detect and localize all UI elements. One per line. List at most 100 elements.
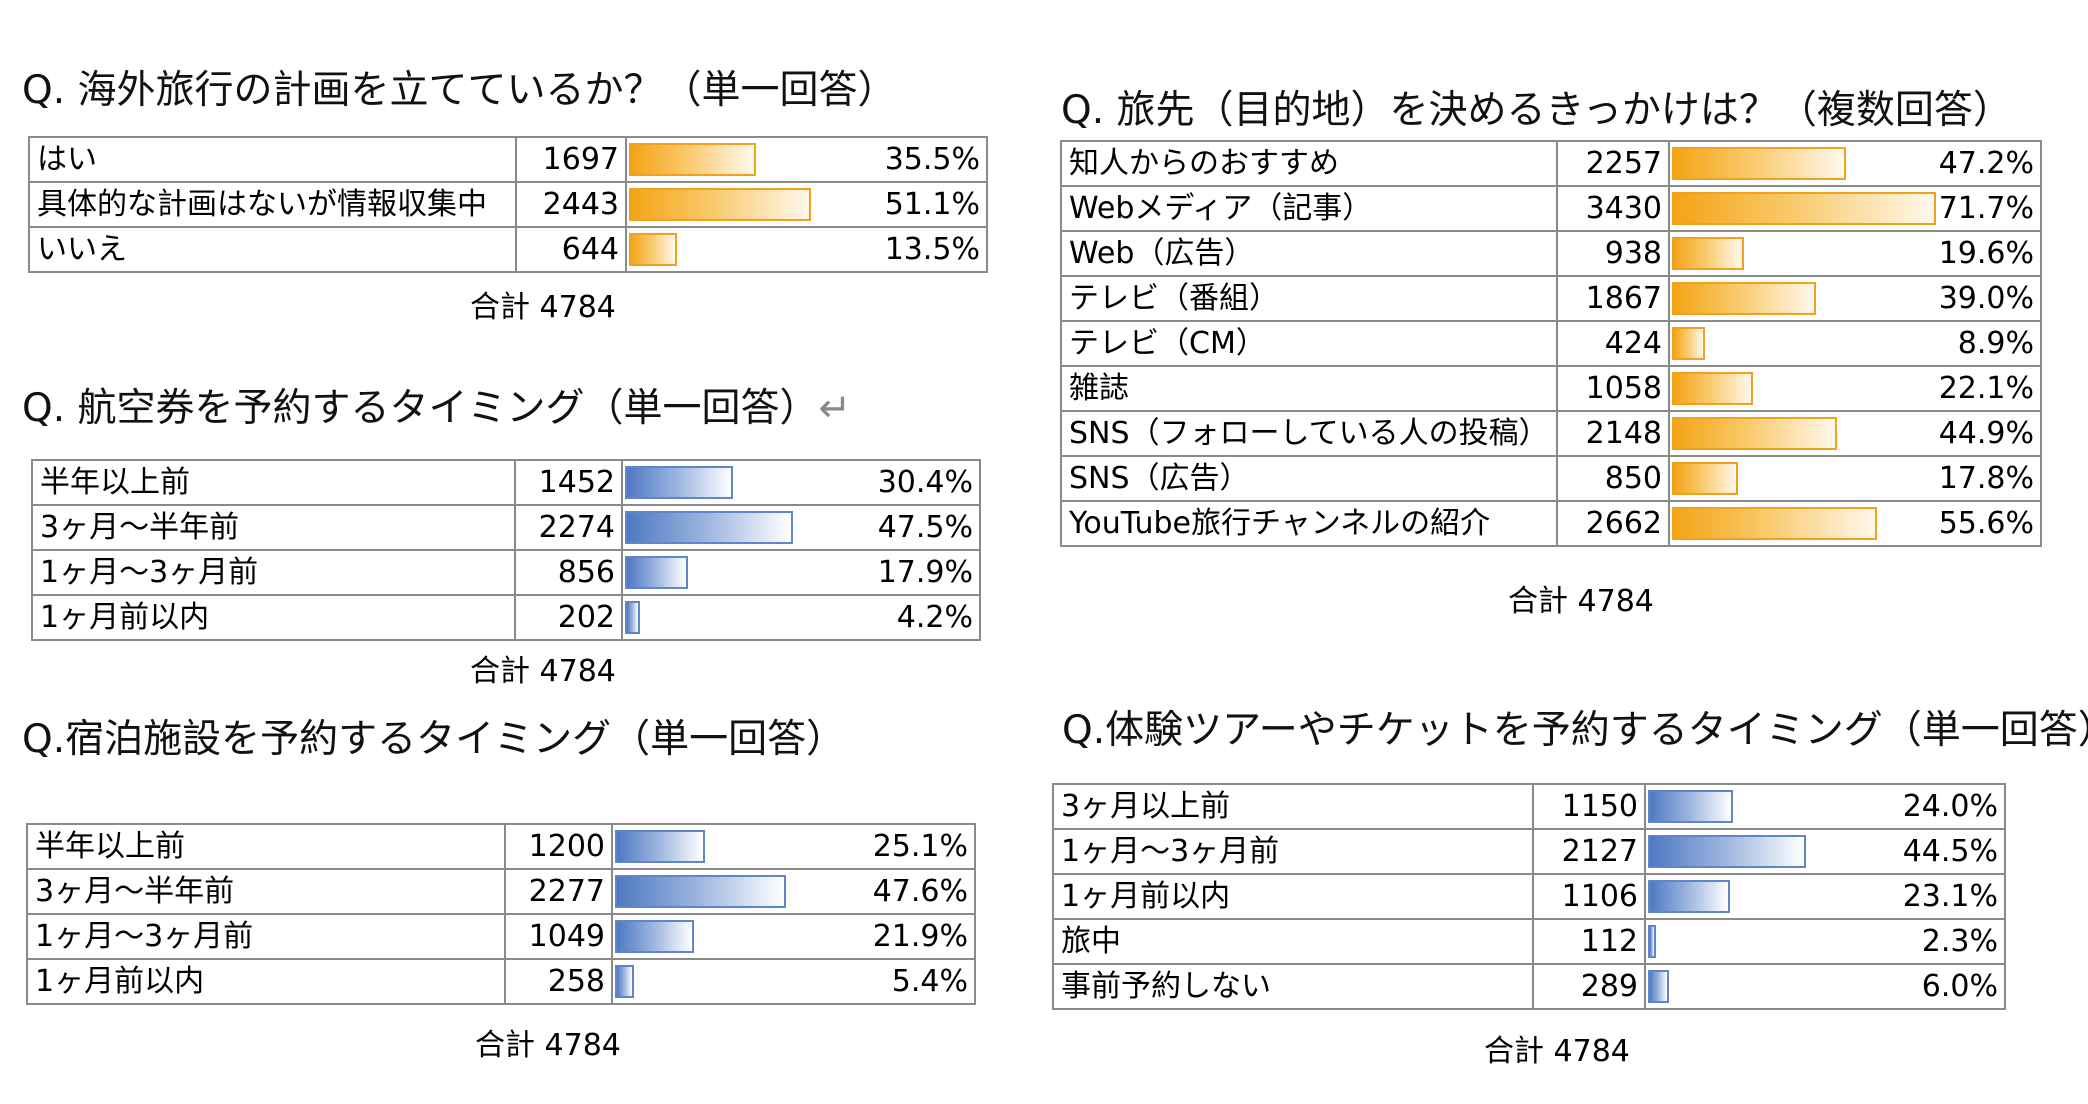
bar xyxy=(615,875,786,908)
total-label: 合計 4784 xyxy=(470,290,616,325)
bar-percent-label: 44.5% xyxy=(1902,834,1998,869)
bar xyxy=(629,143,756,176)
row-label: はい xyxy=(28,136,517,183)
row-count: 2257 xyxy=(1556,140,1670,187)
row-label: 1ヶ月～3ヶ月前 xyxy=(1052,828,1534,875)
table-row: 事前予約しない 289 6.0% xyxy=(1052,963,2006,1010)
total-label: 合計 4784 xyxy=(1508,584,1654,619)
bar xyxy=(615,920,694,953)
bar-cell: 30.4% xyxy=(621,459,981,506)
chart-title: Q. 旅先（目的地）を決めるきっかけは？（複数回答） xyxy=(1061,88,2012,133)
bar xyxy=(1672,282,1816,315)
bar-percent-label: 13.5% xyxy=(884,232,980,267)
row-count: 1058 xyxy=(1556,365,1670,412)
table-row: 旅中 112 2.3% xyxy=(1052,918,2006,965)
table-row: テレビ（番組） 1867 39.0% xyxy=(1060,275,2042,322)
bar-cell: 22.1% xyxy=(1668,365,2042,412)
chart-title: Q.宿泊施設を予約するタイミング（単一回答） xyxy=(22,717,846,762)
bar-percent-label: 24.0% xyxy=(1902,789,1998,824)
table-row: 1ヶ月前以内 1106 23.1% xyxy=(1052,873,2006,920)
bar-cell: 24.0% xyxy=(1644,783,2006,830)
bar xyxy=(1648,970,1669,1003)
bar xyxy=(615,830,705,863)
table-row: 半年以上前 1452 30.4% xyxy=(31,459,981,506)
bar-cell: 13.5% xyxy=(625,226,988,273)
bar-cell: 17.9% xyxy=(621,549,981,596)
table-row: 知人からのおすすめ 2257 47.2% xyxy=(1060,140,2042,187)
bar xyxy=(615,965,634,998)
bar-cell: 39.0% xyxy=(1668,275,2042,322)
bar xyxy=(625,511,793,544)
table-row: 3ヶ月～半年前 2277 47.6% xyxy=(26,868,976,915)
total-label: 合計 4784 xyxy=(475,1028,621,1063)
bar-cell: 4.2% xyxy=(621,594,981,641)
bar xyxy=(1672,417,1837,450)
bar-percent-label: 25.1% xyxy=(872,829,968,864)
data-table: 半年以上前 1200 25.1% 3ヶ月～半年前 2277 47.6% 1ヶ月～3ヶ月前 10… xyxy=(26,823,976,1005)
row-count: 2443 xyxy=(515,181,627,228)
bar xyxy=(1648,790,1733,823)
row-label: 3ヶ月以上前 xyxy=(1052,783,1534,830)
bar-cell: 44.5% xyxy=(1644,828,2006,875)
bar xyxy=(1672,237,1744,270)
table-row: 1ヶ月～3ヶ月前 2127 44.5% xyxy=(1052,828,2006,875)
bar xyxy=(625,556,688,589)
row-label: 1ヶ月～3ヶ月前 xyxy=(26,913,506,960)
total-label: 合計 4784 xyxy=(470,654,616,689)
table-row: 3ヶ月～半年前 2274 47.5% xyxy=(31,504,981,551)
bar xyxy=(629,188,811,221)
row-count: 2274 xyxy=(514,504,623,551)
table-row: SNS（広告） 850 17.8% xyxy=(1060,455,2042,502)
row-label: Web（広告） xyxy=(1060,230,1558,277)
bar-percent-label: 23.1% xyxy=(1902,879,1998,914)
row-count: 1867 xyxy=(1556,275,1670,322)
bar xyxy=(625,601,640,634)
bar-percent-label: 30.4% xyxy=(877,465,973,500)
table-row: 1ヶ月前以内 202 4.2% xyxy=(31,594,981,641)
row-count: 289 xyxy=(1532,963,1646,1010)
bar-percent-label: 17.8% xyxy=(1938,461,2034,496)
row-label: 1ヶ月前以内 xyxy=(31,594,516,641)
bar xyxy=(1672,372,1753,405)
bar-percent-label: 47.6% xyxy=(872,874,968,909)
bar-cell: 35.5% xyxy=(625,136,988,183)
return-mark: ↵ xyxy=(818,386,852,431)
row-label: テレビ（CM） xyxy=(1060,320,1558,367)
table-row: いいえ 644 13.5% xyxy=(28,226,988,273)
bar-percent-label: 4.2% xyxy=(896,600,973,635)
bar-cell: 51.1% xyxy=(625,181,988,228)
row-label: Webメディア（記事） xyxy=(1060,185,1558,232)
data-table: 知人からのおすすめ 2257 47.2% Webメディア（記事） 3430 71.7% We… xyxy=(1060,140,2042,547)
table-row: 1ヶ月～3ヶ月前 856 17.9% xyxy=(31,549,981,596)
row-count: 850 xyxy=(1556,455,1670,502)
bar xyxy=(1672,462,1738,495)
bar xyxy=(629,233,677,266)
table-row: 半年以上前 1200 25.1% xyxy=(26,823,976,870)
row-label: YouTube旅行チャンネルの紹介 xyxy=(1060,500,1558,547)
bar-percent-label: 2.3% xyxy=(1921,924,1998,959)
bar-cell: 19.6% xyxy=(1668,230,2042,277)
bar-cell: 23.1% xyxy=(1644,873,2006,920)
data-table: 3ヶ月以上前 1150 24.0% 1ヶ月～3ヶ月前 2127 44.5% 1ヶ月前以内 11… xyxy=(1052,783,2006,1010)
bar-percent-label: 17.9% xyxy=(877,555,973,590)
bar-percent-label: 44.9% xyxy=(1938,416,2034,451)
bar-cell: 8.9% xyxy=(1668,320,2042,367)
bar xyxy=(625,466,733,499)
bar-percent-label: 55.6% xyxy=(1938,506,2034,541)
bar-percent-label: 8.9% xyxy=(1957,326,2034,361)
row-count: 1200 xyxy=(504,823,613,870)
row-label: 旅中 xyxy=(1052,918,1534,965)
row-count: 3430 xyxy=(1556,185,1670,232)
row-label: 1ヶ月前以内 xyxy=(26,958,506,1005)
bar-cell: 44.9% xyxy=(1668,410,2042,457)
bar-percent-label: 47.2% xyxy=(1938,146,2034,181)
bar-percent-label: 39.0% xyxy=(1938,281,2034,316)
table-row: はい 1697 35.5% xyxy=(28,136,988,183)
table-row: 雑誌 1058 22.1% xyxy=(1060,365,2042,412)
table-row: Webメディア（記事） 3430 71.7% xyxy=(1060,185,2042,232)
row-count: 1452 xyxy=(514,459,623,506)
row-label: 3ヶ月～半年前 xyxy=(31,504,516,551)
table-row: 3ヶ月以上前 1150 24.0% xyxy=(1052,783,2006,830)
bar-cell: 47.6% xyxy=(611,868,976,915)
row-count: 644 xyxy=(515,226,627,273)
